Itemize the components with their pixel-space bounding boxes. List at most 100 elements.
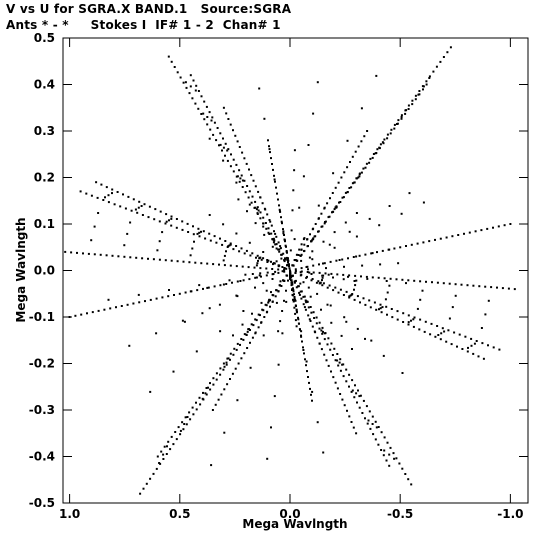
data-point	[134, 208, 137, 211]
data-point	[323, 206, 326, 209]
data-point	[200, 113, 203, 115]
data-point	[287, 279, 289, 282]
data-point	[294, 272, 297, 274]
data-point	[332, 172, 335, 175]
data-point	[229, 264, 232, 267]
data-point	[432, 70, 435, 73]
data-point	[275, 247, 278, 250]
data-point	[174, 431, 177, 433]
data-point	[210, 119, 213, 122]
data-point	[291, 264, 294, 267]
data-point	[434, 335, 437, 338]
data-point	[294, 319, 297, 322]
data-point	[252, 324, 255, 327]
data-point	[300, 290, 303, 293]
data-point	[111, 188, 114, 191]
data-point	[307, 314, 310, 317]
data-point	[355, 212, 358, 214]
y-tick-label: -0.4	[29, 450, 55, 464]
data-point	[366, 277, 369, 280]
data-point	[195, 84, 198, 87]
data-point	[271, 163, 273, 165]
data-point	[310, 273, 313, 275]
data-point	[256, 213, 259, 215]
data-point	[257, 313, 260, 316]
data-point	[292, 300, 295, 303]
data-point	[428, 240, 431, 243]
data-point	[234, 367, 237, 370]
data-point	[284, 240, 286, 243]
data-point	[460, 283, 463, 286]
data-point	[264, 208, 267, 211]
data-point	[313, 317, 316, 319]
x-tick-label: -1.0	[497, 507, 523, 521]
data-point	[358, 254, 361, 257]
data-point	[429, 333, 432, 336]
data-point	[289, 277, 291, 280]
data-point	[364, 337, 366, 340]
data-point	[366, 130, 369, 132]
data-point	[179, 433, 182, 436]
data-point	[197, 107, 200, 110]
data-point	[223, 254, 226, 257]
data-point	[302, 346, 304, 349]
data-point	[343, 265, 345, 268]
data-point	[170, 224, 173, 227]
data-point	[277, 330, 280, 333]
data-point	[371, 423, 374, 425]
data-point	[205, 393, 208, 396]
data-point	[289, 273, 292, 276]
data-point	[364, 417, 366, 420]
data-point	[410, 243, 413, 246]
data-point	[194, 89, 197, 92]
data-point	[352, 256, 355, 258]
data-point	[283, 234, 285, 236]
data-point	[273, 239, 276, 242]
data-point	[221, 243, 224, 246]
data-point	[448, 317, 451, 320]
data-point	[245, 162, 248, 165]
data-point	[270, 260, 272, 263]
data-point	[293, 297, 296, 300]
data-point	[410, 483, 413, 486]
data-point	[219, 284, 222, 287]
data-point	[405, 245, 407, 247]
data-point	[283, 269, 286, 271]
data-point	[442, 282, 445, 285]
data-point	[254, 206, 257, 209]
data-point	[327, 364, 330, 367]
data-point	[274, 180, 276, 183]
data-point	[216, 127, 219, 129]
data-point	[182, 428, 185, 431]
data-point	[348, 373, 351, 376]
data-point	[478, 285, 481, 288]
data-point	[294, 304, 297, 307]
data-point	[364, 253, 367, 256]
data-point	[397, 119, 400, 122]
data-point	[487, 299, 490, 302]
data-point	[422, 88, 424, 91]
data-point	[332, 276, 334, 279]
data-point	[341, 258, 344, 261]
data-point	[349, 161, 351, 163]
data-point	[312, 271, 315, 274]
chart-title: V vs U for SGRA.X BAND.1 Source:SGRA	[6, 2, 292, 16]
data-point	[332, 376, 335, 379]
data-point	[304, 308, 307, 311]
data-point	[321, 225, 324, 228]
data-point	[230, 153, 232, 156]
data-point	[236, 342, 239, 345]
scatter-points	[64, 46, 516, 495]
data-point	[147, 216, 150, 219]
data-point	[209, 239, 212, 242]
data-point	[445, 340, 448, 343]
data-point	[269, 151, 271, 154]
data-point	[425, 280, 427, 283]
data-point	[277, 198, 279, 201]
data-point	[257, 259, 259, 262]
data-point	[298, 248, 301, 251]
data-point	[318, 282, 321, 285]
data-point	[254, 318, 257, 321]
data-point	[326, 303, 329, 306]
data-point	[227, 118, 230, 120]
